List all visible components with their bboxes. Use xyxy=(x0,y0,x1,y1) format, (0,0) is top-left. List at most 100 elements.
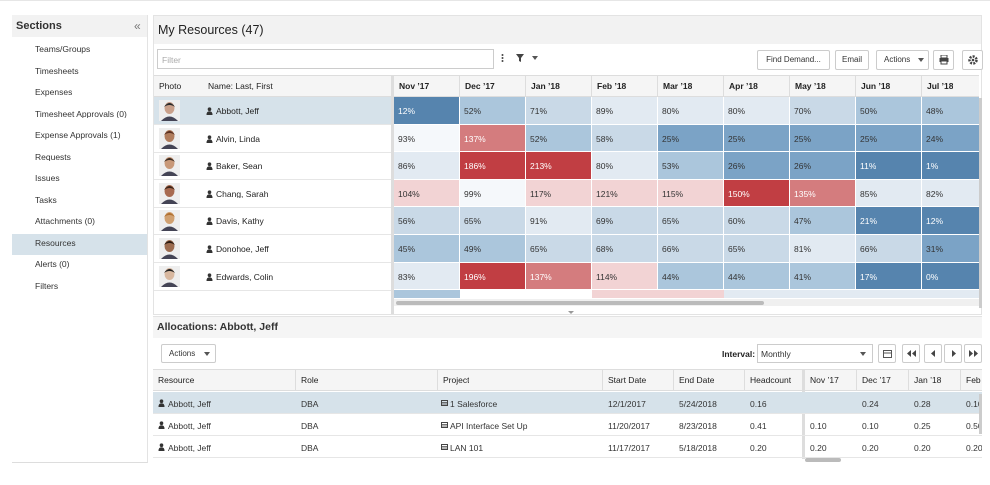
alloc-title: Allocations: Abbott, Jeff xyxy=(157,322,278,333)
alloc-cell: 11/20/2017 xyxy=(608,422,650,431)
panel-title: My Resources (47) xyxy=(158,24,264,37)
sidebar-item[interactable]: Timesheet Approvals (0) xyxy=(35,109,127,118)
sidebar-item[interactable]: Requests xyxy=(35,152,71,161)
utilization: 150% xyxy=(728,189,750,199)
alloc-cell: API Interface Set Up xyxy=(450,422,528,431)
column-header: Dec ’17 xyxy=(862,376,891,385)
resource-name[interactable]: Alvin, Linda xyxy=(216,134,260,144)
project-icon xyxy=(441,444,448,450)
utilization: 66% xyxy=(860,245,878,254)
sidebar-item[interactable]: Alerts (0) xyxy=(35,260,70,269)
column-divider xyxy=(908,369,909,391)
resource-name[interactable]: Donohoe, Jeff xyxy=(216,245,269,254)
column-header: Jun ’18 xyxy=(861,82,891,91)
sidebar-item[interactable]: Resources xyxy=(35,238,76,247)
alloc-cell: DBA xyxy=(301,400,319,409)
sidebar-item[interactable]: Expenses xyxy=(35,88,73,97)
photo xyxy=(159,265,180,287)
sidebar-item[interactable]: Timesheets xyxy=(35,66,79,75)
person-icon xyxy=(158,399,165,407)
filter-input[interactable]: Filter xyxy=(157,49,494,69)
utilization: 196% xyxy=(464,272,486,282)
resource-name[interactable]: Davis, Kathy xyxy=(216,217,264,226)
gear-icon xyxy=(968,55,978,65)
utilization: 52% xyxy=(464,107,482,116)
utilization: 114% xyxy=(596,272,618,282)
heat-cell: 24% xyxy=(922,124,979,153)
alloc-cell: 8/23/2018 xyxy=(679,422,717,431)
utilization: 25% xyxy=(860,134,878,144)
heat-cell: 65% xyxy=(658,207,724,235)
utilization: 121% xyxy=(596,189,618,199)
column-header: Photo xyxy=(159,82,182,91)
heat-cell: 85% xyxy=(856,179,922,208)
utilization: 25% xyxy=(728,134,746,144)
heat-cell: 66% xyxy=(658,235,724,263)
sidebar-item[interactable]: Teams/Groups xyxy=(35,45,91,54)
collapse-button[interactable]: « xyxy=(134,20,141,32)
column-header: Name: Last, First xyxy=(208,82,273,91)
heat-cell: 52% xyxy=(526,124,592,153)
alloc-cell: 0.20 xyxy=(966,444,982,453)
utilization: 12% xyxy=(398,107,416,116)
settings-button[interactable] xyxy=(962,50,983,70)
sidebar-item[interactable]: Tasks xyxy=(35,195,57,204)
person-icon xyxy=(206,162,213,171)
nav-button[interactable] xyxy=(924,344,942,363)
column-header: May ’18 xyxy=(795,82,826,91)
nav-button[interactable] xyxy=(902,344,920,363)
sidebar-item[interactable]: Expense Approvals (1) xyxy=(35,131,121,140)
column-header: Jan ’18 xyxy=(531,82,560,91)
person-icon xyxy=(206,217,213,226)
alloc-cell: 0.10 xyxy=(810,422,827,431)
utilization: 48% xyxy=(926,107,944,116)
alloc-cell: Abbott, Jeff xyxy=(168,422,211,431)
heat-cell: 66% xyxy=(856,235,922,263)
interval-select[interactable]: Monthly xyxy=(757,344,873,363)
resource-name[interactable]: Abbott, Jeff xyxy=(216,107,259,116)
resource-grid: Photo Name: Last, First Nov ’17 Dec ’17 Jan … xyxy=(154,75,979,314)
alloc-cell: 0.25 xyxy=(914,422,931,431)
toolbar-button[interactable]: Find Demand... xyxy=(757,50,830,70)
row-rule xyxy=(154,124,391,125)
nav-button[interactable] xyxy=(878,344,896,363)
resource-name[interactable]: Baker, Sean xyxy=(216,162,263,171)
heat-cell: 91% xyxy=(526,207,592,235)
heat-cell: 44% xyxy=(658,262,724,291)
column-header: End Date xyxy=(679,376,715,385)
h-scrollbar-thumb xyxy=(805,458,841,462)
print-button[interactable] xyxy=(933,50,954,70)
alloc-cell: 0.28 xyxy=(914,400,931,409)
alloc-cell: 0.20 xyxy=(862,444,879,453)
utilization: 26% xyxy=(728,162,746,171)
heat-cell: 99% xyxy=(460,179,526,208)
nav-button[interactable] xyxy=(944,344,962,363)
heat-cell: 65% xyxy=(526,235,592,263)
sidebar-item[interactable]: Attachments (0) xyxy=(35,217,95,226)
resource-name[interactable]: Chang, Sarah xyxy=(216,189,269,199)
alloc-cell: 5/24/2018 xyxy=(679,400,717,409)
column-header: Resource xyxy=(158,376,195,385)
utilization: 41% xyxy=(794,272,812,282)
heat-cell: 44% xyxy=(724,262,790,291)
sidebar-item[interactable]: Filters xyxy=(35,281,59,290)
resource-name[interactable]: Edwards, Colin xyxy=(216,272,274,282)
utilization: 0% xyxy=(926,272,939,282)
photo xyxy=(159,100,180,121)
toolbar-button[interactable]: Actions xyxy=(876,50,929,70)
row-rule xyxy=(154,289,391,291)
grid-header xyxy=(154,75,979,97)
nav-icon xyxy=(952,350,956,357)
actions-button[interactable]: Actions xyxy=(161,344,216,363)
nav-button[interactable] xyxy=(964,344,982,363)
utilization: 49% xyxy=(464,245,482,254)
alloc-header xyxy=(153,316,982,338)
more-icon xyxy=(501,54,504,62)
heat-cell: 65% xyxy=(460,207,526,235)
toolbar-button[interactable]: Email xyxy=(835,50,869,70)
alloc-cell: LAN 101 xyxy=(450,444,484,453)
sidebar-item[interactable]: Issues xyxy=(35,174,60,183)
column-divider xyxy=(855,75,856,97)
alloc-cell: 0.16 xyxy=(750,400,767,409)
column-header: Start Date xyxy=(608,376,647,385)
